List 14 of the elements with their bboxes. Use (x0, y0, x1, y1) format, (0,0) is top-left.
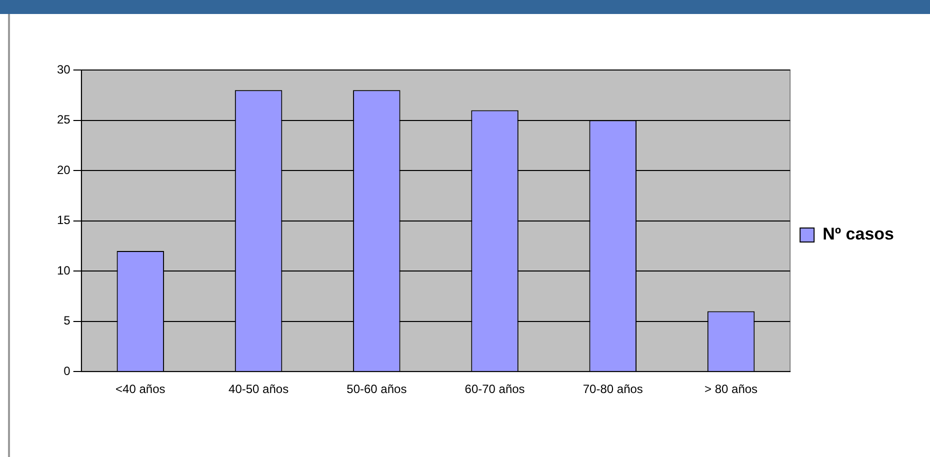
x-tick-label: <40 años (116, 382, 166, 396)
y-tick-label: 20 (56, 162, 71, 177)
y-tick-label: 0 (64, 364, 71, 378)
legend-label: Nº casos (822, 224, 894, 244)
y-tick-label: 25 (56, 112, 71, 127)
y-tick-label: 30 (56, 62, 71, 76)
x-tick-label: > 80 años (704, 382, 758, 396)
x-tick-label: 50-60 años (346, 382, 407, 396)
x-tick-label: 70-80 años (582, 382, 643, 396)
y-tick-label: 10 (56, 263, 71, 278)
x-tick-label: 60-70 años (464, 382, 525, 396)
y-tick-label: 15 (56, 213, 71, 228)
y-tick-label: 5 (64, 314, 71, 328)
x-tick-label: 40-50 años (228, 382, 289, 396)
